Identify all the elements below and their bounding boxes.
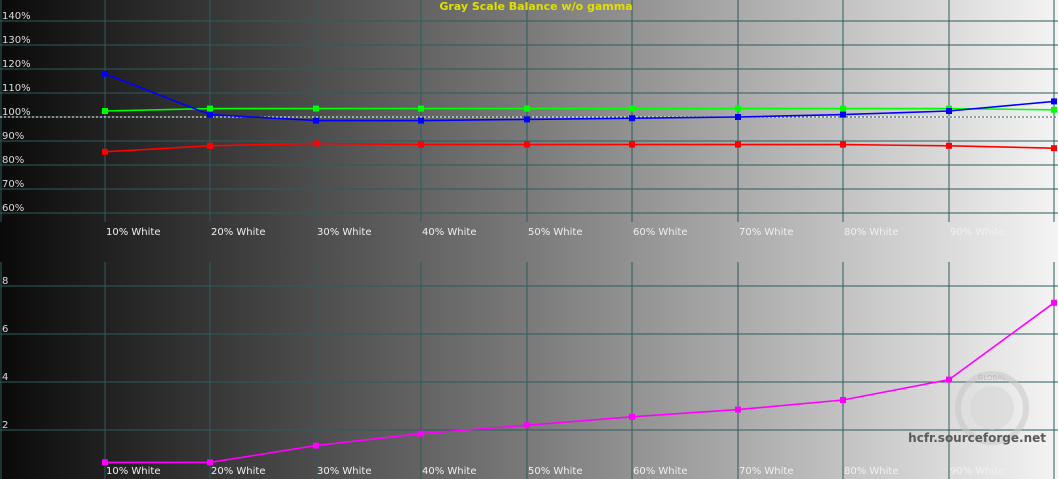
bottom-series-1-point — [946, 376, 952, 383]
bottom-x-tick-label: 40% White — [422, 466, 476, 477]
top-x-tick-label: 90% White — [950, 227, 1004, 238]
top-x-tick-label: 60% White — [633, 227, 687, 238]
top-x-tick-label: 50% White — [528, 227, 582, 238]
top-series-1-point — [207, 105, 213, 112]
global-logo-disc — [970, 386, 1014, 430]
bottom-x-tick-label: 50% White — [528, 466, 582, 477]
top-series-line-3 — [104, 142, 1055, 153]
bottom-series-1-point — [840, 397, 846, 403]
bottom-y-tick-label: 6 — [2, 324, 8, 335]
top-x-axis-labels: 10% White 20% White 30% White 40% White 50% … — [106, 227, 1004, 238]
bottom-series-1-point — [524, 422, 530, 429]
top-series-2-point — [946, 108, 952, 114]
top-y-tick-label: 100% — [2, 107, 31, 118]
bottom-x-axis-labels: 10% White 20% White 30% White 40% White 50% … — [106, 466, 1004, 477]
bottom-x-tick-label: 70% White — [739, 466, 793, 477]
top-y-tick-label: 60% — [2, 203, 24, 214]
top-x-tick-label: 20% White — [211, 227, 265, 238]
bottom-x-tick-label: 10% White — [106, 466, 160, 477]
top-x-tick-label: 80% White — [844, 227, 898, 238]
top-x-tick-label: 40% White — [422, 227, 476, 238]
bottom-x-tick-label: 30% White — [317, 466, 371, 477]
top-chart-series — [102, 70, 1057, 155]
top-series-1-point — [418, 105, 424, 112]
bottom-x-tick-label: 60% White — [633, 466, 687, 477]
bottom-x-tick-label: 20% White — [211, 466, 265, 477]
top-series-3-point — [207, 142, 213, 149]
top-series-1-point — [313, 105, 319, 112]
top-series-2-point — [313, 117, 319, 124]
top-y-tick-label: 140% — [2, 11, 31, 22]
bottom-chart-series — [102, 299, 1057, 466]
top-y-tick-label: 70% — [2, 179, 24, 190]
bottom-y-axis-ticks: 2 4 6 8 — [2, 276, 8, 431]
top-series-3-point — [840, 141, 846, 148]
bottom-series-1-point — [102, 459, 108, 466]
top-series-1-point — [840, 105, 846, 112]
top-series-2-point — [207, 111, 213, 118]
top-series-3-point — [313, 140, 319, 147]
bottom-y-tick-label: 2 — [2, 420, 8, 431]
top-y-axis-ticks: 60% 70% 80% 90% 100% 110% 120% 130% 140% — [2, 11, 31, 214]
top-x-tick-label: 30% White — [317, 227, 371, 238]
bottom-series-1-point — [629, 413, 635, 420]
top-series-3-point — [735, 141, 741, 148]
bottom-y-tick-label: 8 — [2, 276, 8, 287]
top-series-3-point — [418, 141, 424, 148]
top-x-tick-label: 70% White — [739, 227, 793, 238]
top-series-1-point — [524, 105, 530, 112]
top-series-1-point — [1051, 106, 1057, 113]
top-series-3-point — [524, 141, 530, 148]
top-series-3-point — [1051, 145, 1057, 152]
top-series-2-point — [1051, 98, 1057, 105]
bottom-x-tick-label: 80% White — [844, 466, 898, 477]
watermark-text: hcfr.sourceforge.net — [908, 431, 1046, 445]
top-series-1-point — [102, 108, 108, 114]
global-logo-ring — [955, 371, 1029, 445]
top-series-3-point — [629, 141, 635, 148]
bottom-series-line-1 — [105, 302, 1055, 464]
top-y-tick-label: 130% — [2, 35, 31, 46]
top-y-tick-label: 90% — [2, 131, 24, 142]
bottom-series-1-point — [735, 406, 741, 413]
top-series-1-point — [735, 105, 741, 112]
bottom-series-1-point — [1051, 299, 1057, 306]
global-logo: GLOBAL — [955, 371, 1029, 445]
bottom-series-1-point — [207, 459, 213, 466]
top-series-2-point — [735, 114, 741, 120]
top-series-2-point — [418, 117, 424, 124]
top-series-2-point — [629, 115, 635, 122]
top-y-tick-label: 120% — [2, 59, 31, 70]
top-chart-grid — [0, 0, 1058, 222]
bottom-y-tick-label: 4 — [2, 372, 8, 383]
top-series-3-point — [946, 142, 952, 149]
top-series-line-1 — [104, 107, 1055, 112]
top-y-tick-label: 110% — [2, 83, 31, 94]
top-series-3-point — [102, 148, 108, 155]
top-series-2-point — [102, 70, 108, 77]
bottom-series-1-point — [313, 442, 319, 449]
top-series-1-point — [629, 105, 635, 112]
bottom-series-1-point — [418, 430, 424, 437]
top-series-line-2 — [104, 73, 1055, 122]
chart-title: Gray Scale Balance w/o gamma — [439, 0, 632, 13]
top-series-2-point — [840, 111, 846, 118]
top-series-2-point — [524, 116, 530, 123]
top-y-tick-label: 80% — [2, 155, 24, 166]
bottom-x-tick-label: 90% White — [950, 466, 1004, 477]
top-x-tick-label: 10% White — [106, 227, 160, 238]
global-logo-text: GLOBAL — [978, 374, 1006, 382]
